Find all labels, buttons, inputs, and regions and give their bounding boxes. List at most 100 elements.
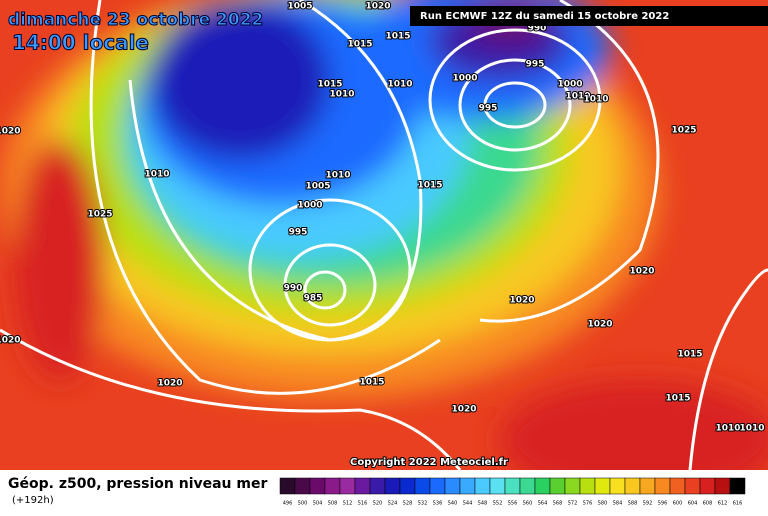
scale-label: 588: [628, 501, 638, 507]
scale-swatch: [489, 477, 506, 495]
scale-swatch: [549, 477, 566, 495]
scale-swatch: [684, 477, 701, 495]
isobar-label: 1020: [365, 2, 390, 12]
isobar-label: 1020: [0, 336, 21, 346]
scale-label: 564: [538, 501, 548, 507]
isobar-label: 1020: [451, 405, 476, 415]
scale-swatch: [624, 477, 641, 495]
isobar-label: 1015: [347, 40, 372, 50]
scale-swatch: [324, 477, 341, 495]
isobar-labels: 1005 102010151015990101510101010100099510…: [0, 1, 766, 435]
scale-label: 580: [598, 501, 608, 507]
time: 14:00 locale: [12, 31, 149, 55]
scale-swatch: [519, 477, 536, 495]
scale-swatch: [354, 477, 371, 495]
lead-time: (+192h): [12, 495, 54, 506]
isobar-label: 1005: [305, 182, 330, 192]
scale-swatch: [384, 477, 401, 495]
scale-swatch: [504, 477, 521, 495]
isobar-label: 1015: [359, 378, 384, 388]
legend-title: Géop. z500, pression niveau mer: [8, 476, 267, 492]
scale-label: 516: [358, 501, 368, 507]
isobar-label: 985: [304, 294, 323, 304]
isobar-label: 1020: [157, 379, 182, 389]
scale-label: 568: [553, 501, 563, 507]
scale-label: 604: [688, 501, 698, 507]
scale-swatch: [369, 477, 386, 495]
isobar-label: 1010: [325, 171, 350, 181]
scale-swatch: [639, 477, 656, 495]
scale-swatch: [534, 477, 551, 495]
isobar-label: 1020: [0, 127, 21, 137]
isobar-label: 995: [289, 228, 308, 238]
scale-label: 512: [343, 501, 353, 507]
copyright: Copyright 2022 Meteociel.fr: [350, 457, 508, 468]
isobar-label: 1015: [417, 181, 442, 191]
scale-label: 556: [508, 501, 518, 507]
scale-swatch: [339, 477, 356, 495]
isobar-label: 1020: [587, 320, 612, 330]
isobar-label: 995: [526, 60, 545, 70]
date: dimanche 23 octobre 2022: [8, 10, 263, 30]
scale-swatch: [399, 477, 416, 495]
scale-label: 496: [283, 501, 293, 507]
scale-label: 540: [448, 501, 458, 507]
scale-swatch: [309, 477, 326, 495]
scale-swatch: [279, 477, 296, 495]
scale-label: 536: [433, 501, 443, 507]
scale-swatch: [294, 477, 311, 495]
scale-label: 504: [313, 501, 323, 507]
scale-label: 560: [523, 501, 533, 507]
scale-swatch: [459, 477, 476, 495]
isobar-label: 1010: [144, 170, 169, 180]
scale-label: 552: [493, 501, 503, 507]
isobar-label: 1010: [387, 80, 412, 90]
isobar-label: 1015: [317, 80, 342, 90]
isobar-label: 1010: [715, 424, 740, 434]
scale-swatch: [444, 477, 461, 495]
isobar-label: 1025: [671, 126, 696, 136]
scale-label: 612: [718, 501, 728, 507]
scale-label: 544: [463, 501, 473, 507]
scale-label: 608: [703, 501, 713, 507]
color-scale: 496 500 504 508 512 516 520 524 528 532 536 540 544 5…: [279, 477, 746, 507]
isobar-label: 1000: [557, 80, 582, 90]
scale-swatch: [609, 477, 626, 495]
scale-label: 508: [328, 501, 338, 507]
scale-swatch: [579, 477, 596, 495]
scale-swatch: [699, 477, 716, 495]
scale-swatch: [669, 477, 686, 495]
isobar-label: 1010: [739, 424, 764, 434]
isobar-label: 1015: [665, 394, 690, 404]
isobar-label: 1010: [329, 90, 354, 100]
isobar-label: 1010: [565, 92, 590, 102]
scale-swatch: [414, 477, 431, 495]
scale-swatch: [654, 477, 671, 495]
scale-swatch: [729, 477, 746, 495]
isobar-label: 995: [479, 104, 498, 114]
scale-label: 528: [403, 501, 413, 507]
scale-swatch: [594, 477, 611, 495]
isobar-label: 1005: [287, 2, 312, 12]
isobar-label: 1020: [509, 296, 534, 306]
scale-label: 584: [613, 501, 623, 507]
isobar-label: 1025: [87, 210, 112, 220]
isobar-label: 990: [284, 284, 303, 294]
scale-label: 548: [478, 501, 488, 507]
scale-label: 600: [673, 501, 683, 507]
run: Run ECMWF 12Z du samedi 15 octobre 2022: [420, 11, 669, 22]
scale-label: 576: [583, 501, 593, 507]
isobar-label: 1000: [297, 201, 322, 211]
scale-label: 532: [418, 501, 428, 507]
scale-swatch: [474, 477, 491, 495]
scale-label: 616: [733, 501, 743, 507]
scale-label: 572: [568, 501, 578, 507]
isobar-label: 1020: [629, 267, 654, 277]
scale-swatch: [429, 477, 446, 495]
scale-label: 524: [388, 501, 398, 507]
run-box: [410, 6, 768, 26]
scale-label: 520: [373, 501, 383, 507]
isobar-label: 1015: [385, 32, 410, 42]
isobar-label: 1000: [452, 74, 477, 84]
scale-swatch: [714, 477, 731, 495]
